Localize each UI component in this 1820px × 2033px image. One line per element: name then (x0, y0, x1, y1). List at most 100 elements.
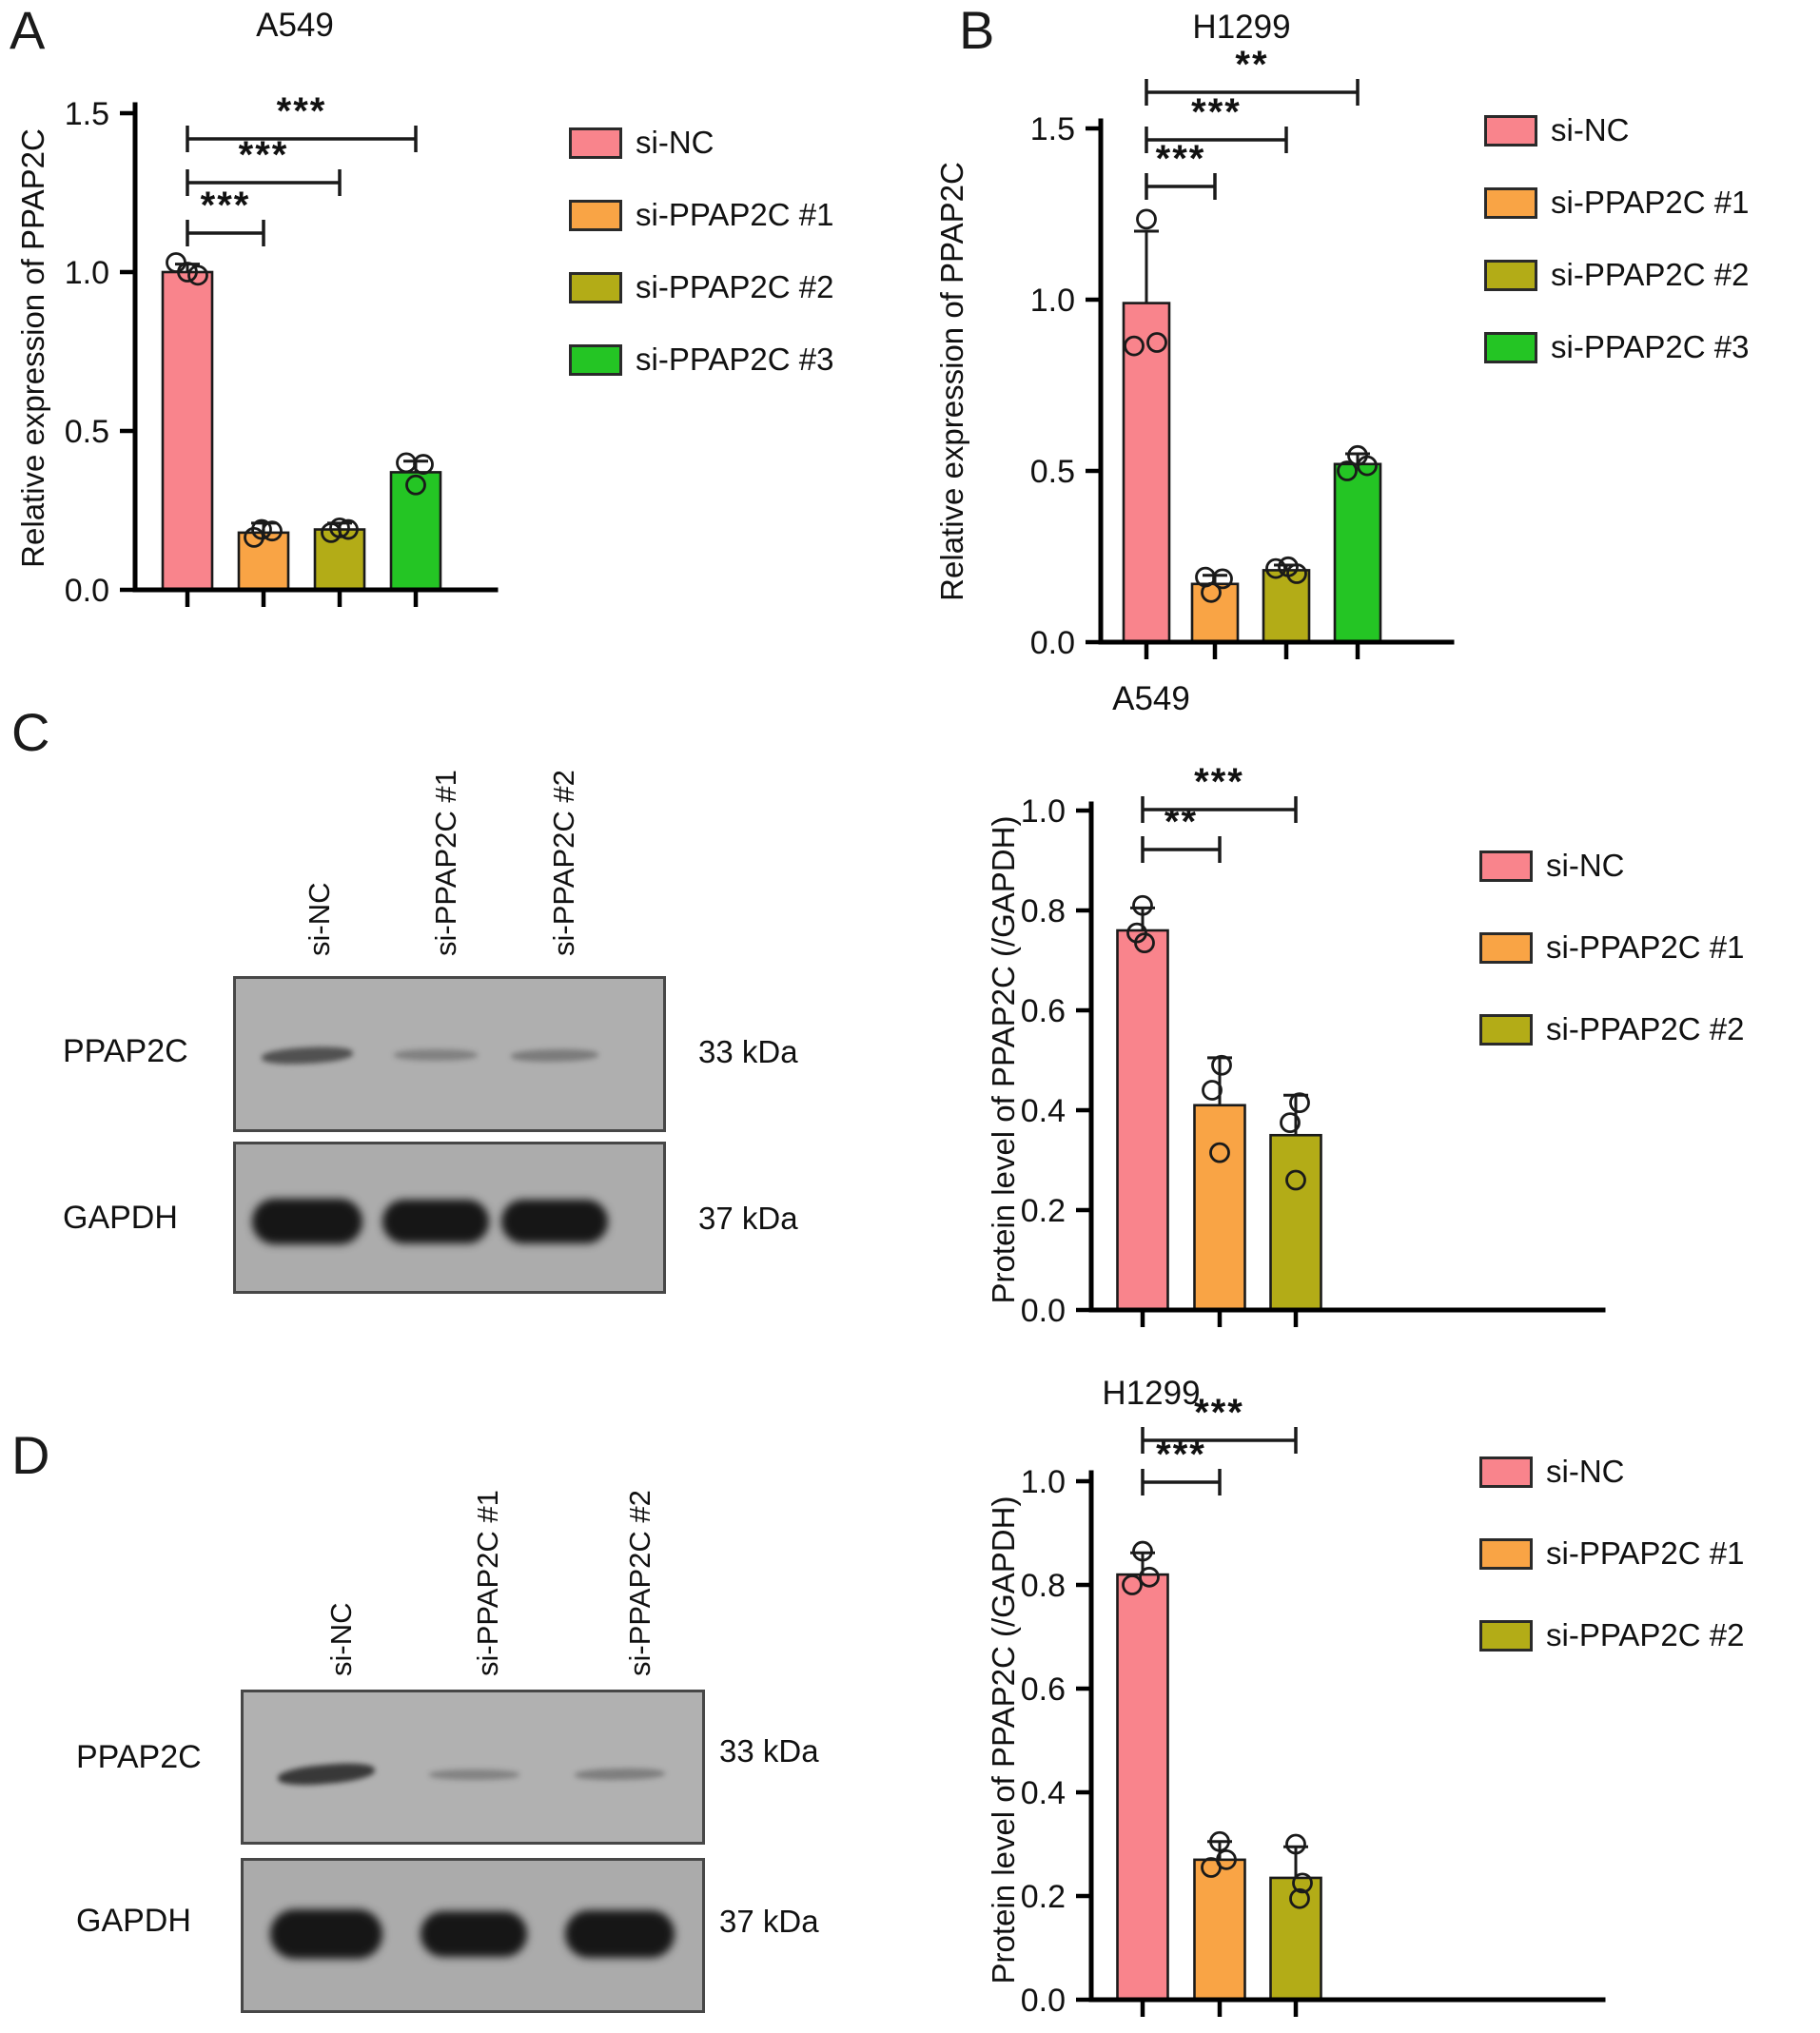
legend-swatch-icon (1479, 1013, 1533, 1046)
lane-label-si-nc: si-NC (303, 882, 336, 957)
data-point (396, 452, 417, 474)
y-tick-label: 0.0 (1021, 1293, 1066, 1329)
data-point (1132, 894, 1153, 916)
legend-swatch-icon (1479, 1537, 1533, 1570)
protein-band (501, 1200, 608, 1243)
data-point (1209, 1830, 1230, 1852)
y-tick-label: 0.2 (1021, 1879, 1066, 1915)
significance-bracket (1145, 173, 1217, 200)
bar-si-PPAP2C #1 (1193, 1104, 1246, 1312)
y-axis-label: Relative expression of PPAP2C (15, 128, 50, 568)
protein-band (394, 1049, 478, 1061)
legend-swatch-icon (1484, 331, 1537, 363)
significance-stars: *** (277, 90, 327, 132)
data-point (1285, 1169, 1306, 1191)
y-tick-label: 1.5 (65, 96, 109, 132)
data-point (1139, 1566, 1160, 1588)
lane-label-si-ppap2c-2: si-PPAP2C #2 (623, 1490, 656, 1676)
lane-label-si-ppap2c-1: si-PPAP2C #1 (471, 1490, 504, 1676)
protein-band (564, 1910, 675, 1958)
y-tick-label: 0.5 (1030, 454, 1075, 490)
data-point (1136, 208, 1157, 230)
data-point (1265, 557, 1286, 579)
data-point (1211, 1054, 1232, 1076)
legend-swatch-icon (569, 343, 622, 376)
data-point (1289, 1887, 1310, 1909)
legend-swatch-icon (1484, 259, 1537, 291)
y-tick-label: 1.0 (1021, 1464, 1066, 1500)
data-point (1122, 1574, 1143, 1595)
significance-bracket (186, 169, 342, 196)
protein-label-ppap2c: PPAP2C (63, 1033, 188, 1069)
legend-chart-b: si-NC si-PPAP2C #1 si-PPAP2C #2 si-PPAP2C #… (1484, 111, 1749, 401)
legend-label: si-PPAP2C #2 (1546, 1011, 1745, 1046)
bar-si-PPAP2C #3 (1333, 462, 1382, 644)
protein-band (261, 1044, 354, 1066)
bar-si-PPAP2C #2 (1269, 1133, 1322, 1312)
significance-stars: *** (1156, 138, 1206, 180)
legend-item: si-NC (1479, 847, 1744, 885)
legend-label: si-PPAP2C #1 (1546, 1535, 1745, 1571)
data-point (251, 518, 272, 540)
data-point (262, 520, 283, 542)
data-point (1286, 563, 1307, 584)
legend-label: si-PPAP2C #2 (636, 269, 834, 304)
protein-band (510, 1047, 599, 1063)
protein-label-ppap2c: PPAP2C (76, 1739, 202, 1775)
size-label-33kda: 33 kDa (698, 1034, 798, 1069)
legend-label: si-PPAP2C #1 (1551, 185, 1750, 220)
y-tick-label: 0.0 (65, 573, 109, 609)
legend-label: si-PPAP2C #3 (636, 342, 834, 377)
panel-letter-a: A (10, 0, 46, 60)
legend-label: si-PPAP2C #2 (1551, 257, 1750, 292)
legend-swatch-icon (569, 127, 622, 159)
data-point (177, 262, 198, 283)
y-tick-label: 0.4 (1021, 1093, 1066, 1129)
blot-box-ppap2c-a549 (233, 976, 666, 1132)
significance-bracket (186, 220, 265, 246)
size-label-37kda: 37 kDa (719, 1904, 819, 1939)
y-tick-label: 1.0 (1030, 283, 1075, 319)
legend-item: si-PPAP2C #2 (569, 268, 833, 306)
chart-h1299-mrna: 0.0 0.5 1.0 1.5 Relative expression of PPAP2… (934, 44, 1455, 661)
legend-item: si-NC (1479, 1453, 1744, 1491)
data-point (1202, 1080, 1223, 1101)
bar-si-PPAP2C #1 (1190, 582, 1240, 644)
chart-title-b: H1299 (1192, 9, 1291, 46)
significance-stars: *** (1194, 1392, 1244, 1434)
data-point (413, 454, 434, 475)
significance-stars: *** (1191, 91, 1242, 133)
y-tick-label: 0.6 (1021, 1671, 1066, 1708)
significance-stars: *** (239, 134, 289, 176)
chart-a549-mrna: 0.0 0.5 1.0 1.5 Relative expression of PPAP2… (15, 90, 499, 609)
data-point (405, 474, 426, 496)
legend-swatch-icon (1484, 186, 1537, 219)
data-point (187, 264, 208, 286)
legend-label: si-PPAP2C #1 (1546, 929, 1745, 965)
y-tick-label: 0.0 (1030, 625, 1075, 661)
legend-item: si-PPAP2C #1 (1479, 1535, 1744, 1573)
y-tick-label: 0.4 (1021, 1775, 1066, 1811)
legend-label: si-PPAP2C #3 (1551, 329, 1750, 364)
legend-label: si-PPAP2C #1 (636, 197, 834, 232)
legend-label: si-NC (1546, 1454, 1625, 1489)
legend-label: si-NC (1546, 848, 1625, 883)
data-point (1209, 1142, 1230, 1163)
y-tick-label: 1.0 (1021, 793, 1066, 830)
chart-title-a: A549 (256, 7, 334, 44)
protein-band (382, 1200, 489, 1243)
legend-item: si-PPAP2C #3 (1484, 328, 1749, 366)
legend-item: si-NC (569, 124, 833, 162)
bar-si-NC (1116, 1573, 1169, 2002)
data-point (166, 252, 186, 273)
data-point (1201, 581, 1222, 603)
legend-item: si-PPAP2C #3 (569, 341, 833, 379)
data-point (1357, 455, 1378, 477)
bar-si-NC (161, 270, 214, 592)
blot-box-gapdh-a549 (233, 1142, 666, 1294)
lane-label-si-ppap2c-1: si-PPAP2C #1 (429, 770, 462, 956)
legend-swatch-icon (569, 271, 622, 303)
